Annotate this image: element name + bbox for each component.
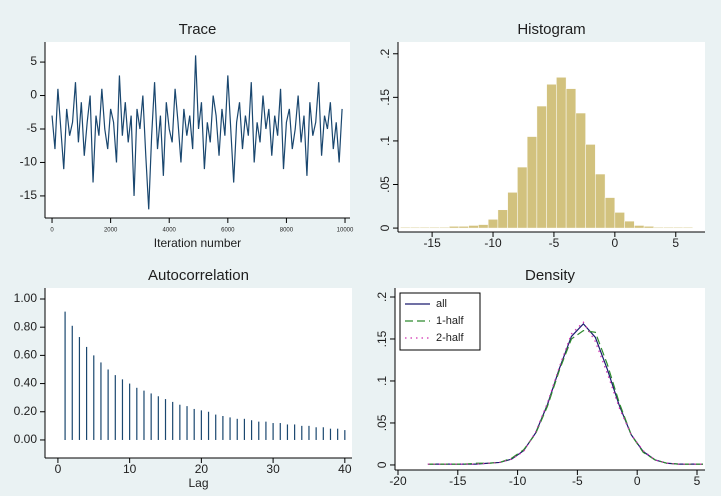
x-tick-label: 40: [338, 462, 352, 476]
histogram-bar: [419, 226, 430, 229]
histogram-bar: [682, 226, 694, 229]
x-tick-label: -10: [509, 474, 527, 488]
histogram-bar: [448, 226, 460, 229]
x-tick-label: 20: [195, 462, 209, 476]
histogram-bar: [556, 77, 567, 229]
histogram-bar: [409, 226, 421, 229]
x-tick-label: 5: [694, 474, 701, 488]
y-tick-label: 1.00: [14, 291, 38, 305]
panel-title: Autocorrelation: [148, 267, 249, 284]
histogram-bar: [663, 226, 674, 229]
histogram-bar: [400, 226, 411, 229]
y-tick-label: 0: [375, 461, 389, 468]
histogram-bar: [497, 209, 508, 229]
y-tick-label: .2: [375, 292, 389, 302]
histogram-bar: [595, 173, 606, 229]
legend-label: 2-half: [436, 332, 464, 344]
y-tick-label: 0.80: [14, 319, 38, 333]
x-tick-label: 5: [672, 236, 679, 250]
histogram-bar: [429, 226, 440, 229]
x-tick-label: 4000: [163, 228, 177, 234]
x-tick-label: 0: [634, 474, 641, 488]
y-tick-label: 0: [378, 224, 392, 231]
x-tick-label: -15: [449, 474, 467, 488]
histogram-bar: [643, 226, 655, 229]
y-tick-label: -5: [26, 121, 37, 135]
panel-title: Histogram: [517, 21, 585, 38]
y-tick-label: -15: [20, 188, 38, 202]
histogram-bar: [439, 226, 450, 229]
x-tick-label: 8000: [280, 228, 294, 234]
y-tick-label: .15: [378, 89, 392, 106]
y-tick-label: .05: [375, 414, 389, 431]
x-tick-label: 0: [55, 462, 62, 476]
x-tick-label: 0: [50, 228, 54, 234]
y-tick-label: 0.40: [14, 376, 38, 390]
x-axis-label: Lag: [188, 476, 208, 490]
y-tick-label: 0.60: [14, 348, 38, 362]
y-tick-label: .1: [378, 136, 392, 146]
x-tick-label: 10000: [337, 228, 354, 234]
legend: [399, 292, 481, 351]
x-axis-label: Iteration number: [154, 236, 241, 250]
data-line: [51, 55, 343, 210]
y-tick-label: .1: [375, 376, 389, 386]
histogram-bar: [487, 219, 499, 229]
histogram-bar: [614, 212, 625, 229]
y-tick-label: .15: [375, 330, 389, 347]
panel-title: Density: [525, 267, 576, 284]
histogram-bar: [546, 84, 557, 229]
x-tick-label: -10: [484, 236, 502, 250]
y-tick-label: 5: [30, 54, 37, 68]
y-tick-label: 0.00: [14, 432, 38, 446]
y-tick-label: 0.20: [14, 404, 38, 418]
plot-area: [45, 288, 352, 458]
x-tick-label: 30: [266, 462, 280, 476]
histogram-bar: [536, 105, 547, 229]
histogram-bar: [653, 226, 664, 229]
histogram-bar: [517, 166, 528, 229]
legend-label: 1-half: [436, 315, 464, 327]
histogram-bar: [507, 192, 518, 229]
histogram-bar: [585, 144, 596, 229]
y-tick-label: .2: [378, 48, 392, 58]
histogram-bar: [478, 224, 489, 229]
histogram-bar: [624, 220, 635, 229]
histogram-bar: [468, 225, 479, 229]
histogram-bar: [565, 88, 577, 229]
x-tick-label: 2000: [104, 228, 118, 234]
histogram-bar: [634, 225, 645, 229]
x-tick-label: -5: [549, 236, 560, 250]
histogram-bar: [526, 136, 538, 229]
x-tick-label: 0: [612, 236, 619, 250]
x-tick-label: -15: [423, 236, 441, 250]
histogram-bar: [458, 226, 469, 229]
y-tick-label: -10: [20, 155, 38, 169]
histogram-bar: [673, 226, 684, 229]
y-tick-label: .05: [378, 176, 392, 193]
histogram-bar: [575, 112, 586, 229]
x-tick-label: 10: [123, 462, 137, 476]
x-tick-label: -5: [572, 474, 583, 488]
histogram-bar: [604, 197, 616, 229]
y-tick-label: 0: [30, 88, 37, 102]
legend-label: all: [436, 298, 447, 310]
x-tick-label: -20: [389, 474, 407, 488]
x-tick-label: 6000: [221, 228, 235, 234]
panel-title: Trace: [179, 21, 217, 38]
data-line: [427, 321, 703, 465]
